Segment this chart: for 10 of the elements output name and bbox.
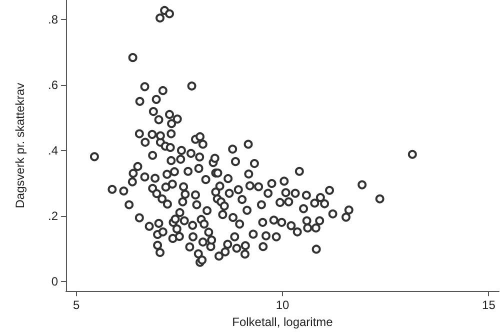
x-tick-label: 10 [276,298,290,312]
x-tick-label: 15 [482,298,496,312]
y-tick-label: .6 [48,78,58,92]
x-tick-label: 5 [72,298,80,312]
y-tick-label: .4 [48,143,58,158]
y-tick-label: 0 [51,274,58,288]
x-axis-title: Folketall, logaritme [232,315,334,329]
y-tick-label: .2 [48,208,58,223]
y-axis-title: Dagsverk pr. skattekrav [13,82,27,208]
y-tick-label: .8 [48,12,58,27]
